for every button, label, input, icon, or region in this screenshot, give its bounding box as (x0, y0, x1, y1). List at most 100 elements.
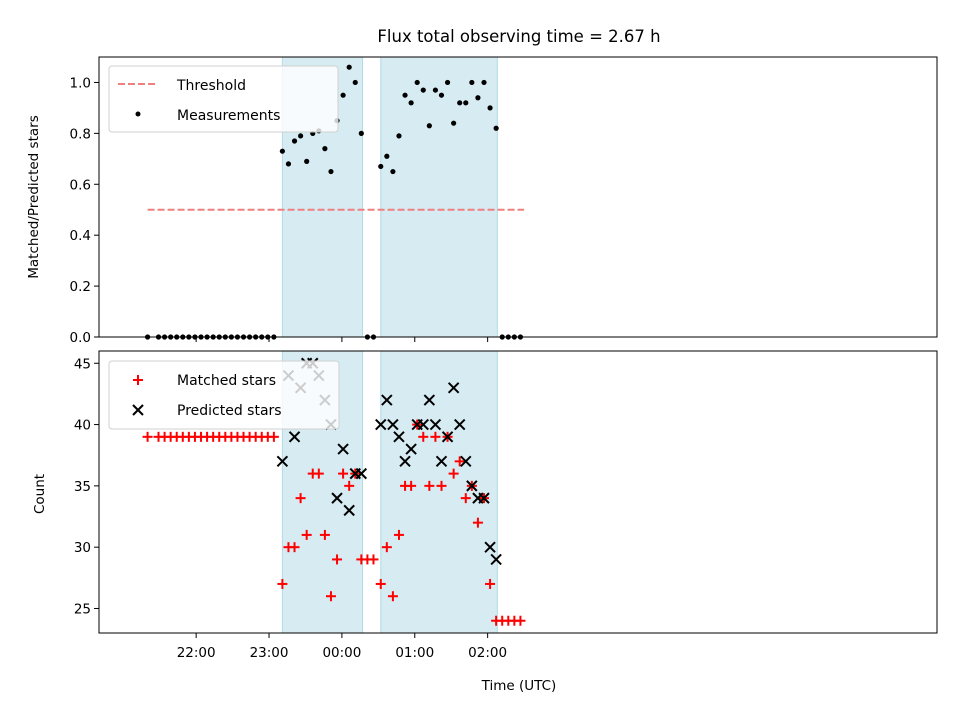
predicted-star-point (381, 394, 393, 406)
y-tick-label: 0.6 (70, 177, 91, 193)
measurement-point (457, 100, 463, 106)
y-tick-label: 1.0 (70, 75, 91, 91)
measurement-point (463, 100, 469, 106)
predicted-star-point (417, 418, 429, 431)
predicted-star-point (423, 394, 436, 406)
measurement-point (444, 79, 451, 86)
measurement-point (432, 87, 439, 93)
top-plot-frame (98, 56, 938, 338)
predicted-star-point (288, 431, 301, 443)
matched-star-point (325, 591, 336, 602)
matched-star-point (454, 456, 465, 467)
predicted-star-point (331, 492, 343, 504)
matched-star-point (460, 493, 471, 504)
predicted-star-point (337, 443, 349, 455)
top-y-axis-label: Matched/Predicted stars (26, 115, 42, 278)
y-tick-label: 0.2 (70, 279, 91, 295)
matched-star-point (368, 554, 379, 565)
measurement-point (358, 130, 364, 136)
predicted-star-point (276, 455, 289, 468)
measurement-point (493, 125, 499, 131)
predicted-star-point (399, 455, 411, 468)
measurement-point (279, 148, 285, 154)
bottom-y-axis-label: Count (32, 474, 48, 514)
measurement-point (346, 64, 352, 70)
matched-star-point (338, 468, 349, 479)
bottom-plot-frame (98, 350, 938, 634)
x-axis-label: Time (UTC) (481, 678, 557, 694)
top-legend: Threshold Measurements (108, 65, 339, 133)
matched-star-point (393, 529, 404, 540)
top-panel: 0.0 0.2 0.4 0.6 0.8 1.0 Matched/Predicted sta… (26, 56, 938, 346)
measurement-point (402, 92, 408, 98)
plot-marks (142, 357, 526, 626)
predicted-star-point (478, 492, 490, 504)
measurement-point (426, 123, 432, 129)
matched-star-point (381, 542, 392, 553)
measurement-point (420, 87, 426, 93)
predicted-star-point (429, 418, 442, 431)
matched-star-point (430, 431, 441, 442)
x-tick-marks (195, 337, 489, 342)
measurement-point (438, 92, 445, 98)
bottom-legend: Matched stars Predicted stars (108, 360, 340, 430)
y-tick-label: 0.8 (70, 126, 91, 142)
x-ticks: 22:00 23:00 00:00 01:00 02:00 (177, 633, 507, 661)
x-tick-label: 01:00 (395, 645, 434, 661)
measurement-point (390, 168, 396, 175)
x-tick-label: 22:00 (177, 645, 216, 661)
matched-star-point (332, 554, 343, 565)
matched-star-point (406, 480, 417, 491)
measurement-point (304, 158, 310, 164)
x-tick-label: 02:00 (468, 645, 507, 661)
measurement-point (285, 161, 292, 167)
predicted-star-point (343, 504, 355, 517)
predicted-star-point (460, 455, 472, 468)
matched-star-point (448, 468, 459, 479)
bottom-panel: 25 30 35 40 45 22:00 23:00 00:00 01:00 02:00 Cou… (32, 350, 938, 694)
measurements-legend-swatch (135, 111, 141, 117)
matched-star-point (387, 591, 398, 602)
measurement-point (378, 163, 384, 170)
predicted-star-point (393, 431, 405, 443)
matched-star-point (344, 480, 355, 491)
x-tick-label: 23:00 (250, 645, 289, 661)
measurement-point (487, 105, 493, 111)
matched-star-point (295, 493, 306, 504)
predicted-star-point (387, 418, 399, 431)
y-tick-label: 30 (74, 540, 91, 556)
predicted-star-point (355, 467, 368, 480)
matched-star-point (485, 578, 496, 589)
matched-star-point (424, 480, 435, 491)
matched-star-point (319, 529, 330, 540)
observing-intervals (281, 350, 498, 634)
y-ticks: 0.0 0.2 0.4 0.6 0.8 1.0 (70, 75, 99, 346)
y-tick-label: 45 (74, 356, 91, 372)
measurement-point (396, 133, 402, 139)
measurement-point (451, 120, 457, 126)
chart-title: Flux total observing time = 2.67 h (377, 27, 660, 46)
predicted-star-point (405, 443, 417, 455)
predicted-star-point (484, 541, 496, 553)
y-ticks: 25 30 35 40 45 (74, 356, 99, 617)
threshold-legend-label: Threshold (176, 78, 246, 94)
y-tick-label: 35 (74, 479, 91, 495)
matched-legend-label: Matched stars (177, 373, 276, 389)
x-tick-label: 00:00 (322, 645, 361, 661)
measurement-point (414, 79, 420, 86)
measurement-point (475, 95, 481, 101)
predicted-legend-label: Predicted stars (177, 403, 282, 419)
matched-star-point (268, 431, 279, 442)
measurements-legend-label: Measurements (177, 108, 280, 124)
predicted-star-point (435, 455, 448, 468)
shaded-interval-2 (380, 56, 498, 338)
matched-star-point (277, 578, 288, 589)
measurement-point (298, 133, 304, 139)
measurement-point (481, 79, 487, 86)
predicted-star-point (375, 418, 387, 431)
predicted-star-point (453, 418, 466, 431)
matched-star-point (313, 468, 324, 479)
matched-star-point (301, 529, 312, 540)
measurement-point (322, 146, 328, 152)
